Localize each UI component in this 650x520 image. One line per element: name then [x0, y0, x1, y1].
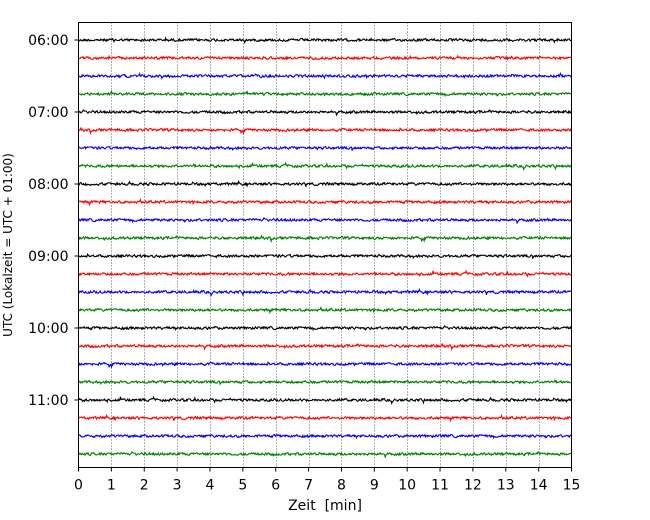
trace-1145	[78, 451, 572, 459]
trace-0645	[78, 90, 572, 98]
y-tick-label-1000: 10:00	[28, 321, 68, 337]
y-tick-label-0900: 09:00	[28, 249, 68, 265]
trace-1030	[78, 361, 572, 369]
x-tick-label-9: 9	[370, 478, 379, 494]
y-tick-label-1100: 11:00	[28, 393, 68, 409]
trace-0800	[78, 179, 572, 188]
trace-0745	[78, 161, 572, 172]
trace-0730	[78, 145, 572, 152]
grid-layer	[111, 22, 540, 468]
trace-1000	[78, 325, 572, 332]
trace-0615	[78, 54, 572, 61]
x-tick-label-0: 0	[74, 478, 83, 494]
y-tick-label-0700: 07:00	[28, 105, 68, 121]
trace-0815	[78, 197, 572, 207]
trace-layer	[77, 36, 572, 459]
trace-0930	[78, 287, 572, 298]
trace-1115	[77, 413, 572, 423]
trace-1015	[78, 342, 572, 352]
plot-frame	[78, 22, 572, 468]
trace-0915	[78, 269, 572, 278]
y-tick-label-0600: 06:00	[28, 33, 68, 49]
x-tick-label-7: 7	[304, 478, 313, 494]
x-tick-label-13: 13	[497, 478, 515, 494]
x-tick-label-8: 8	[337, 478, 346, 494]
x-tick-label-10: 10	[398, 478, 416, 494]
trace-0945	[78, 305, 572, 315]
x-tick-label-15: 15	[563, 478, 581, 494]
trace-0900	[78, 253, 572, 260]
trace-0845	[78, 234, 572, 244]
y-tick-label-0800: 08:00	[28, 177, 68, 193]
x-tick-label-14: 14	[530, 478, 548, 494]
x-tick-label-1: 1	[107, 478, 116, 494]
trace-1045	[78, 379, 572, 386]
x-tick-label-4: 4	[206, 478, 215, 494]
x-tick-label-12: 12	[464, 478, 482, 494]
trace-0600	[78, 36, 572, 44]
trace-0700	[78, 109, 572, 117]
trace-0630	[77, 71, 572, 80]
trace-1130	[78, 433, 572, 440]
x-axis-label: Zeit [min]	[288, 498, 362, 514]
trace-0715	[78, 126, 572, 136]
y-axis-label: UTC (Lokalzeit = UTC + 01:00)	[1, 153, 15, 337]
trace-0830	[78, 217, 572, 225]
tick-layer: 0 1 2 3 4 5 6 7 8 9 10 11 12 13 14 1506:0007:0008:0009:…	[28, 33, 580, 494]
x-tick-label-5: 5	[238, 478, 247, 494]
x-tick-label-6: 6	[271, 478, 280, 494]
x-tick-label-11: 11	[431, 478, 449, 494]
x-tick-label-3: 3	[173, 478, 182, 494]
x-tick-label-2: 2	[140, 478, 149, 494]
trace-1100	[78, 395, 572, 406]
